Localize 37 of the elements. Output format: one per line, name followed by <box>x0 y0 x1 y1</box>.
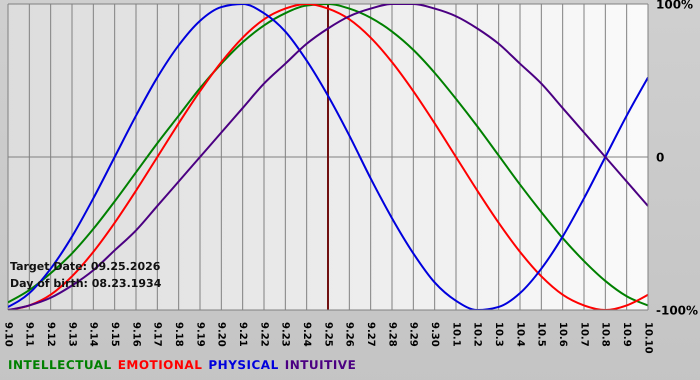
x-tick-label: 9.12 <box>44 322 56 347</box>
y-tick-label: -100% <box>656 303 698 318</box>
x-tick-label: 9.10 <box>2 322 14 347</box>
text: EMOTIONAL <box>118 358 202 372</box>
x-tick-label: 10.7 <box>578 322 590 347</box>
x-tick-label: 10.2 <box>472 322 483 347</box>
x-tick-label: 10.3 <box>492 322 504 347</box>
x-tick-label: 10.4 <box>514 322 526 347</box>
x-tick-label: 9.11 <box>24 322 35 347</box>
text: INTUITIVE <box>284 358 356 372</box>
x-tick-label: 9.20 <box>216 322 227 347</box>
x-tick-label: 9.13 <box>66 322 78 347</box>
x-tick-label: 9.23 <box>280 322 291 347</box>
y-tick-label: 0 <box>656 150 664 164</box>
x-tick-label: 9.15 <box>108 322 120 347</box>
x-tick-label: 9.17 <box>152 322 163 347</box>
x-tick-label: 9.28 <box>386 322 398 347</box>
text: INTELLECTUAL <box>8 358 112 372</box>
x-tick-label: 10.5 <box>536 322 547 347</box>
x-tick-label: 10.10 <box>642 322 654 354</box>
x-tick-label: 9.18 <box>172 322 184 347</box>
x-tick-label: 10.9 <box>620 322 632 347</box>
x-tick-label: 9.29 <box>408 322 419 347</box>
x-tick-label: 10.1 <box>450 322 462 347</box>
text: PHYSICAL <box>208 358 279 372</box>
x-tick-label: 9.25 <box>322 322 334 347</box>
x-tick-label: 9.27 <box>364 322 376 347</box>
x-tick-label: 9.30 <box>428 322 440 347</box>
x-tick-label: 9.22 <box>258 322 270 347</box>
x-tick-label: 9.24 <box>300 322 312 347</box>
x-tick-label: 10.6 <box>556 322 568 347</box>
x-tick-label: 9.14 <box>88 322 99 347</box>
x-tick-label: 9.26 <box>344 322 355 347</box>
x-tick-label: 9.19 <box>194 322 206 347</box>
x-tick-label: 9.21 <box>236 322 248 347</box>
x-tick-label: 10.8 <box>600 322 611 347</box>
x-tick-label: 9.16 <box>130 322 142 347</box>
